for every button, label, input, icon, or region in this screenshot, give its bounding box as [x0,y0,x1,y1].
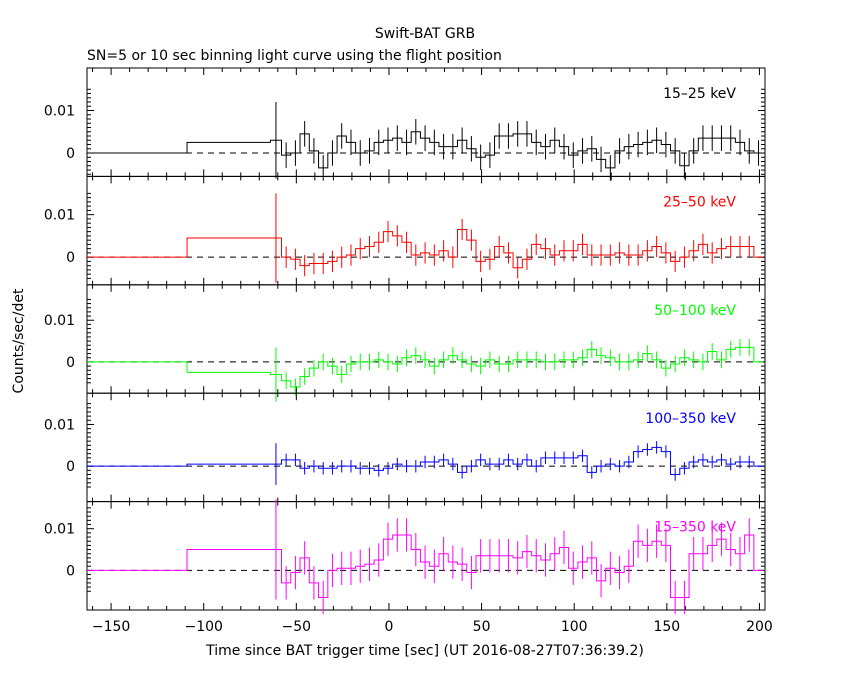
panel-frame [86,284,766,394]
band-label: 100–350 keV [645,411,736,427]
chart-title: Swift-BAT GRB [375,26,475,42]
x-tick-label: 150 [653,619,680,635]
panel-1: 0 0.01 15–25 keV [44,67,766,181]
panels-group: 0 0.01 15–25 keV 0 0.01 25–50 keV 0 0.01 50–100 … [44,67,773,635]
band-label: 15–350 keV [654,520,736,536]
band-label: 50–100 keV [654,303,736,319]
panel-frame [86,501,766,611]
y-tick-label: 0.01 [44,313,75,329]
y-tick-label: 0 [66,563,75,579]
panel-frame [86,392,766,503]
panel-3: 0 0.01 50–100 keV [44,284,766,402]
x-axis-label: Time since BAT trigger time [sec] (UT 20… [205,643,644,659]
panel-4: 0 0.01 100–350 keV [44,392,766,503]
x-tick-label: −50 [282,619,312,635]
y-tick-label: 0.01 [44,104,75,120]
x-tick-label: −150 [92,619,130,635]
y-tick-label: 0 [66,355,75,371]
band-label: 15–25 keV [663,86,736,102]
y-tick-label: 0.01 [44,208,75,224]
panel-5: 0 0.01 15–350 keV [44,499,766,615]
panel-frame [86,175,766,286]
y-tick-label: 0.01 [44,522,75,538]
x-tick-label: 0 [384,619,393,635]
y-tick-label: 0 [66,250,75,266]
x-tick-label: −100 [184,619,222,635]
y-tick-label: 0.01 [44,417,75,433]
y-tick-label: 0 [66,459,75,475]
x-tick-label: 200 [746,619,773,635]
y-tick-label: 0 [66,146,75,162]
series-step-line [87,346,764,388]
x-tick-label: 100 [561,619,588,635]
panel-2: 0 0.01 25–50 keV [44,175,766,286]
x-tick-label: 50 [473,619,491,635]
chart-subtitle: SN=5 or 10 sec binning light curve using… [87,48,502,64]
band-label: 25–50 keV [663,194,736,210]
y-axis-label: Counts/sec/det [11,288,27,393]
panel-frame [86,67,766,177]
